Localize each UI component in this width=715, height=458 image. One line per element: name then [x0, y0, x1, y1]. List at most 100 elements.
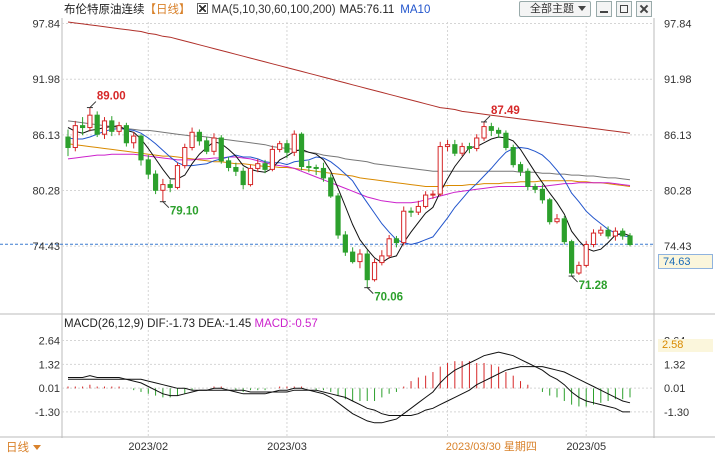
candle: [430, 190, 436, 199]
candle-body: [152, 173, 159, 191]
candle-body: [408, 210, 414, 213]
restore-icon[interactable]: [616, 1, 632, 17]
candle-body: [452, 144, 458, 154]
candle: [255, 158, 261, 173]
candle-body: [138, 135, 144, 161]
candle: [298, 132, 305, 171]
ma5-value: MA5:76.11: [339, 4, 395, 16]
candle: [160, 178, 166, 202]
candle-body: [576, 264, 582, 274]
candle: [583, 240, 589, 268]
candle-body: [167, 184, 173, 188]
candle-body: [423, 194, 429, 207]
candle-body: [123, 125, 129, 144]
macd-tick-left: 2.64: [39, 336, 60, 348]
candle-body: [437, 146, 443, 195]
theme-select[interactable]: 全部主题: [519, 1, 591, 17]
candle-body: [386, 238, 392, 257]
period-selector[interactable]: 日线: [6, 441, 41, 455]
candle: [320, 162, 327, 182]
candle: [196, 129, 202, 146]
candle-body: [116, 125, 122, 132]
ma100-line: [67, 120, 631, 181]
moving-average-lines: [67, 21, 631, 264]
macd-params[interactable]: MACD(26,12,9): [64, 318, 144, 330]
close-icon[interactable]: [636, 1, 652, 17]
candle-body: [255, 163, 261, 169]
candle-body: [65, 136, 71, 149]
candle: [101, 117, 108, 139]
candle-body: [87, 114, 93, 129]
candle-body: [277, 143, 283, 150]
macd-crosshair-badge: 2.58: [658, 339, 713, 352]
price-tick-left: 74.43: [32, 241, 60, 253]
candle: [145, 155, 151, 179]
candle-body: [160, 184, 166, 191]
candle: [87, 107, 93, 132]
candle-body: [547, 199, 553, 223]
candle: [627, 233, 633, 247]
minimize-icon[interactable]: [596, 1, 612, 17]
candle: [605, 226, 611, 239]
candle: [109, 116, 115, 137]
time-tick-label: 2023/02: [128, 441, 168, 453]
candle-body: [430, 193, 436, 196]
candle: [291, 130, 297, 157]
ma-toggle-icon[interactable]: [196, 3, 208, 14]
candle: [517, 161, 524, 177]
candle-body: [569, 241, 575, 274]
candle: [65, 129, 71, 157]
candle-body: [218, 137, 224, 162]
candle: [561, 215, 567, 245]
chevron-down-icon: [33, 445, 41, 450]
ma10-value: MA10: [400, 4, 431, 16]
price-tick-right: 80.28: [664, 185, 692, 197]
candle-body: [590, 232, 597, 245]
candle: [503, 130, 509, 151]
candle-body: [79, 125, 86, 129]
candle: [554, 214, 560, 224]
candle-body: [211, 137, 217, 152]
candle-body: [503, 132, 509, 149]
ma30-line: [67, 153, 631, 204]
candle-body: [145, 159, 151, 175]
candle: [189, 127, 195, 151]
annotation-label: 71.28: [579, 280, 608, 292]
annotation-leader: [366, 287, 374, 295]
price-tick-right: 97.84: [664, 19, 692, 31]
candle: [269, 145, 275, 172]
candle: [590, 229, 597, 248]
candle: [620, 228, 626, 240]
macd-tick-left: -1.30: [35, 407, 60, 419]
candle: [182, 143, 188, 169]
candle: [576, 261, 582, 275]
candle: [393, 235, 400, 248]
candle-body: [320, 167, 327, 179]
candle: [466, 142, 473, 154]
period-label[interactable]: 【日线】: [144, 4, 191, 16]
candle-body: [182, 147, 188, 167]
chart-header: 布伦特原油连续【日线】 MA(5,10,30,60,100,200) MA5:76.…: [64, 3, 430, 17]
annotation-leader: [162, 201, 170, 209]
macd-tick-left: 0.01: [39, 383, 60, 395]
macd-tick-right: 0.01: [664, 383, 685, 395]
candle-body: [313, 166, 319, 169]
candle: [423, 191, 429, 209]
candle: [371, 258, 378, 282]
candle-body: [335, 195, 341, 236]
candle-body: [101, 120, 108, 135]
candle: [386, 234, 392, 259]
ma-params-label[interactable]: MA(5,10,30,60,100,200): [211, 4, 336, 16]
price-tick-right: 86.13: [664, 130, 692, 142]
candle-body: [474, 137, 480, 149]
candle: [94, 111, 100, 138]
candle: [598, 226, 604, 236]
macd-header: MACD(26,12,9) DIF:-1.73 DEA:-1.45 MACD:-…: [64, 317, 318, 331]
candle: [218, 135, 224, 164]
candle-body: [233, 166, 239, 172]
candle-body: [554, 218, 560, 223]
candle: [488, 122, 494, 137]
candle-body: [415, 205, 421, 213]
